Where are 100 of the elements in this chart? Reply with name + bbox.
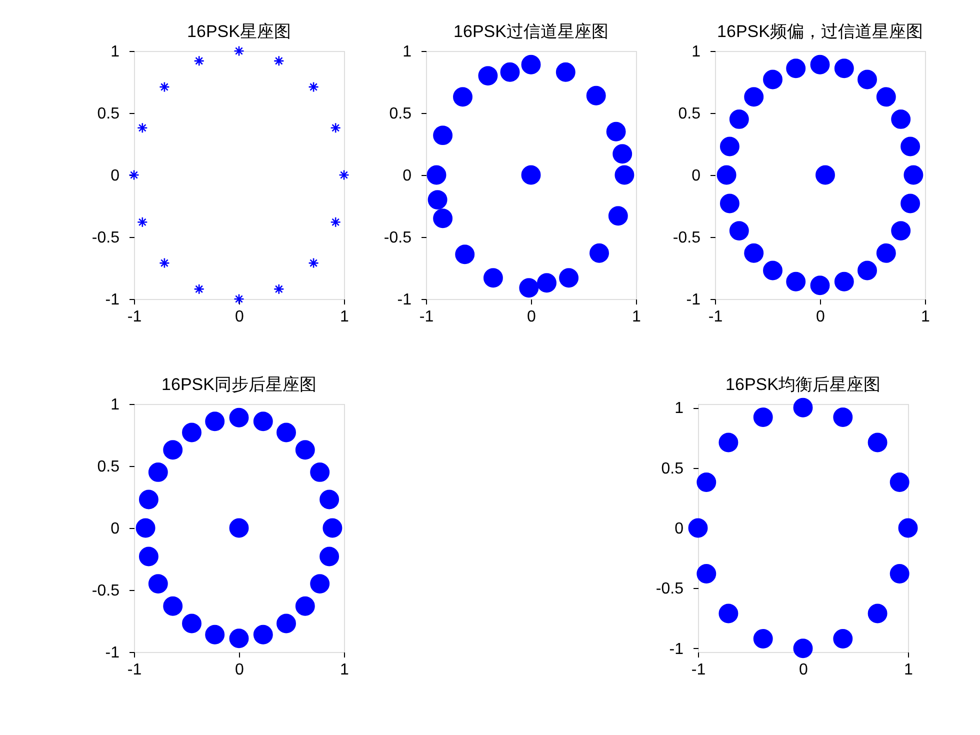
y-tick-label: 1 [402,44,412,60]
point [729,221,749,241]
point [234,294,244,304]
x-tick-label: 0 [235,662,244,678]
point [556,62,576,82]
y-tick-label: 0 [110,520,120,538]
x-tick-label: 1 [632,308,642,326]
point [433,126,453,146]
y-tick-label: 0.5 [97,458,120,476]
point [868,432,888,452]
point [876,243,896,263]
y-tick-label: -1 [105,292,120,308]
y-tick-label: -1 [397,292,412,308]
x-tick-label: 0 [799,662,808,678]
point [898,518,918,538]
chart-title: 16PSK均衡后星座图 [726,374,880,394]
point [521,54,541,74]
point [310,574,330,594]
point [537,273,556,293]
point [900,194,920,214]
point [763,70,782,90]
x-tick-label: -1 [419,308,434,326]
point [858,260,877,280]
point [128,170,140,180]
point [320,490,340,510]
y-tick-label: -1 [686,292,701,308]
point [890,472,910,492]
point [718,432,738,452]
chart-title: 16PSK星座图 [187,22,291,41]
point [455,244,475,264]
point [234,46,244,56]
point [159,258,170,268]
point [163,596,183,616]
point [729,109,749,129]
y-tick-label: -0.5 [92,582,120,600]
point [720,136,740,156]
x-tick-label: 0 [527,308,536,326]
point [786,58,806,78]
point [322,518,342,538]
x-tick-label: 1 [904,662,914,678]
point [833,629,853,648]
point [858,70,877,90]
y-tick-label: 1 [692,44,701,60]
point [834,272,854,292]
y-tick-label: 0.5 [661,460,684,478]
point [253,624,273,644]
point [295,596,315,616]
point [310,462,330,482]
point [696,472,716,492]
point [163,440,183,460]
y-tick-label: -0.5 [92,230,120,246]
point [205,412,225,432]
point [253,412,273,432]
point [276,422,296,442]
point [786,272,806,292]
point [810,276,830,296]
point [308,258,319,268]
point [519,278,539,298]
point [744,243,764,263]
point [229,628,249,648]
y-tick-label: 1 [110,396,120,414]
y-tick-label: -1 [105,644,120,662]
point [720,194,740,214]
point [891,109,911,129]
point [586,86,606,106]
y-tick-label: 1 [110,44,120,60]
x-tick-label: 1 [340,662,350,678]
chart-title: 16PSK过信道星座图 [454,22,608,41]
point [426,165,446,185]
point [194,284,204,294]
point [891,221,911,241]
y-tick-label: -1 [669,640,684,658]
y-tick-label: -0.5 [672,230,701,246]
point [834,58,854,78]
point [295,440,315,460]
point [148,574,168,594]
point [137,216,148,228]
point [521,165,541,185]
y-tick-label: -0.5 [384,230,412,246]
x-tick-label: -1 [127,662,142,678]
point [590,243,609,263]
point [904,165,924,185]
point [276,614,296,634]
chart-title: 16PSK同步后星座图 [162,375,316,394]
point [810,54,830,74]
point [753,408,773,427]
point [433,208,453,228]
point [182,614,202,634]
point [229,518,249,538]
point [612,144,632,164]
y-tick-label: 0.5 [389,106,412,122]
y-tick-label: 1 [674,400,684,418]
point [890,564,910,584]
x-tick-label: 1 [921,308,930,326]
x-tick-label: 0 [816,308,826,326]
point [274,56,284,66]
point [330,216,341,228]
point [138,546,158,566]
point [614,165,634,185]
y-tick-label: -0.5 [656,580,684,598]
